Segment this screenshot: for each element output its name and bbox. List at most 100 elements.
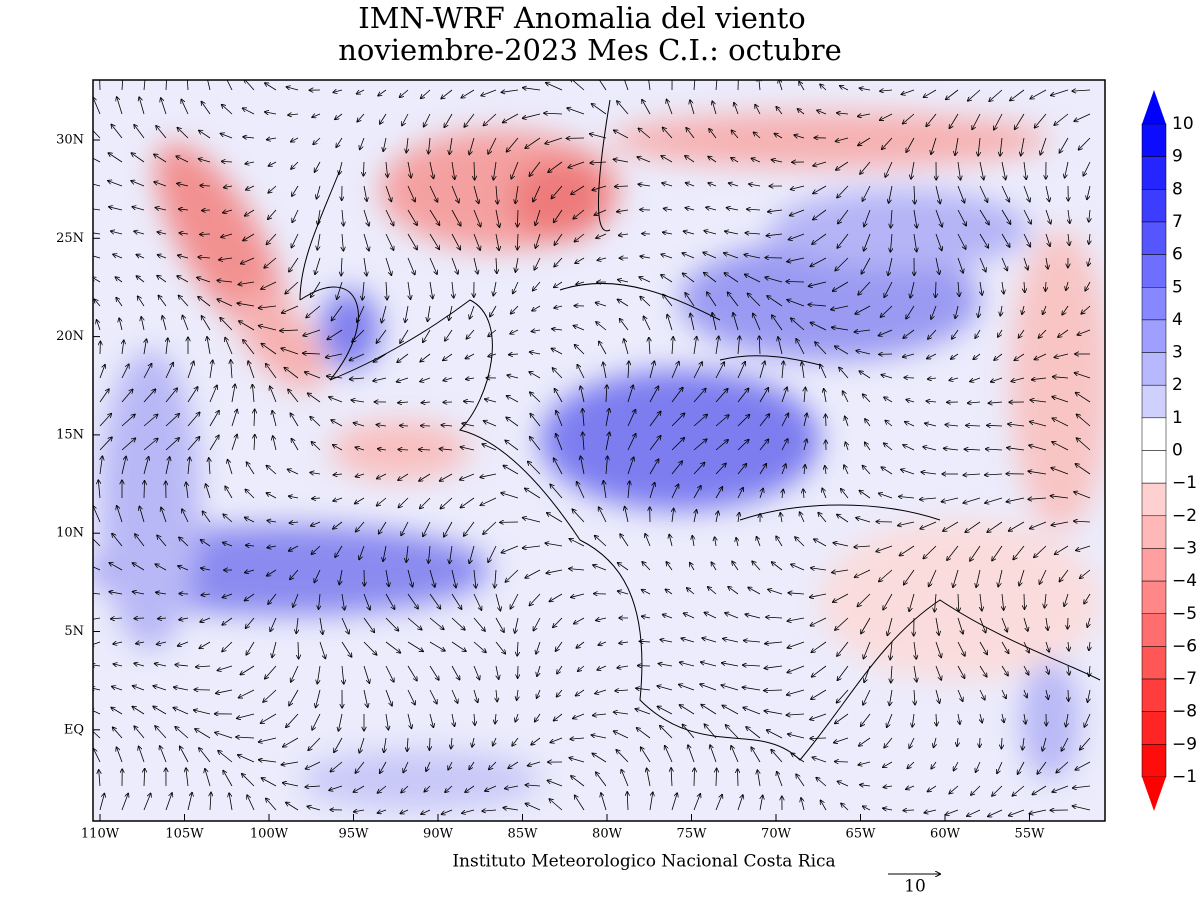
wind-vector: [429, 713, 433, 727]
wind-vector: [199, 748, 211, 763]
wind-vector: [596, 303, 607, 307]
wind-vector: [292, 185, 299, 196]
wind-vector: [265, 83, 277, 91]
colorbar-label: 2: [1172, 375, 1183, 395]
wind-vector: [536, 641, 541, 654]
wind-vector: [400, 329, 409, 343]
wind-vector: [363, 161, 364, 176]
wind-vector: [615, 690, 629, 691]
wind-vector: [246, 641, 255, 655]
wind-vector: [386, 161, 388, 177]
wind-vector: [594, 209, 607, 215]
wind-vector: [618, 299, 629, 307]
wind-vector: [515, 617, 519, 633]
wind-vector: [772, 160, 783, 162]
wind-vector: [209, 435, 219, 451]
wind-vector: [529, 372, 541, 379]
lon-label: 75W: [677, 827, 708, 842]
colorbar-label: −2: [1172, 506, 1197, 526]
wind-vector: [532, 330, 541, 332]
wind-vector: [525, 137, 541, 148]
wind-vector: [242, 774, 255, 787]
wind-vector: [451, 641, 466, 651]
wind-vector: [553, 368, 563, 379]
wind-vector: [222, 105, 233, 115]
wind-vector: [362, 281, 364, 300]
lat-label: 15N: [56, 427, 84, 442]
wind-vector: [363, 689, 368, 707]
wind-vector: [206, 484, 211, 499]
wind-vector: [523, 88, 541, 90]
wind-vector: [263, 689, 277, 702]
wind-vector: [724, 273, 739, 283]
wind-vector: [303, 329, 321, 336]
wind-vector: [754, 132, 761, 139]
wind-vector: [179, 233, 189, 234]
wind-vector: [117, 747, 123, 763]
wind-vector: [462, 809, 475, 813]
wind-vector: [429, 737, 430, 750]
wind-vector: [530, 437, 541, 451]
wind-vector: [546, 83, 563, 91]
wind-vector: [752, 561, 761, 571]
wind-vector: [577, 482, 585, 499]
wind-vector: [225, 486, 233, 499]
wind-vector: [99, 794, 104, 811]
colorbar-label: 6: [1172, 245, 1183, 265]
wind-vector: [93, 709, 101, 715]
wind-vector: [385, 209, 394, 226]
wind-vector: [755, 105, 761, 115]
wind-vector: [93, 130, 101, 139]
wind-vector: [649, 483, 655, 499]
wind-vector: [174, 687, 189, 691]
wind-vector: [153, 686, 167, 691]
wind-vector: [627, 457, 634, 475]
wind-vector: [580, 386, 585, 403]
wind-vector: [599, 507, 607, 523]
wind-vector: [725, 613, 739, 619]
wind-vector: [597, 665, 607, 670]
lat-label: 30N: [56, 133, 84, 148]
wind-vector: [136, 276, 145, 283]
wind-vector: [177, 276, 189, 283]
wind-vector: [315, 257, 321, 274]
wind-vector: [618, 591, 629, 594]
wind-vector: [350, 353, 365, 360]
wind-vector: [461, 497, 475, 508]
wind-vector: [165, 457, 170, 475]
wind-vector: [267, 546, 277, 548]
wind-vector: [551, 185, 563, 198]
wind-vector: [109, 563, 123, 571]
wind-vector: [576, 282, 585, 284]
wind-vector: [482, 810, 497, 811]
wind-vector: [99, 80, 101, 91]
wind-vector: [569, 569, 585, 570]
wind-vector: [443, 353, 453, 360]
wind-vector: [280, 330, 299, 331]
wind-vector: [239, 689, 255, 698]
wind-vector: [466, 329, 475, 339]
wind-vector: [545, 137, 563, 144]
wind-vector: [238, 755, 255, 763]
wind-vector: [605, 432, 610, 451]
lat-label: 10N: [56, 526, 84, 541]
wind-vector: [199, 159, 211, 163]
wind-vector: [401, 521, 409, 535]
wind-vector: [282, 305, 299, 313]
wind-vector: [93, 183, 101, 187]
wind-vector: [507, 396, 519, 403]
wind-vector: [398, 402, 409, 403]
colorbar-band: [1141, 189, 1167, 223]
wind-vector: [259, 326, 277, 331]
wind-vector: [333, 445, 343, 451]
wind-vector: [461, 89, 475, 98]
wind-vector: [136, 642, 145, 644]
wind-vector: [331, 420, 343, 427]
wind-vector: [429, 185, 438, 202]
wind-vector: [217, 280, 233, 282]
wind-vector: [490, 305, 497, 317]
wind-vector: [648, 80, 651, 91]
wind-vector: [528, 462, 541, 475]
wind-vector: [426, 761, 431, 771]
lon-label: 70W: [761, 827, 792, 842]
